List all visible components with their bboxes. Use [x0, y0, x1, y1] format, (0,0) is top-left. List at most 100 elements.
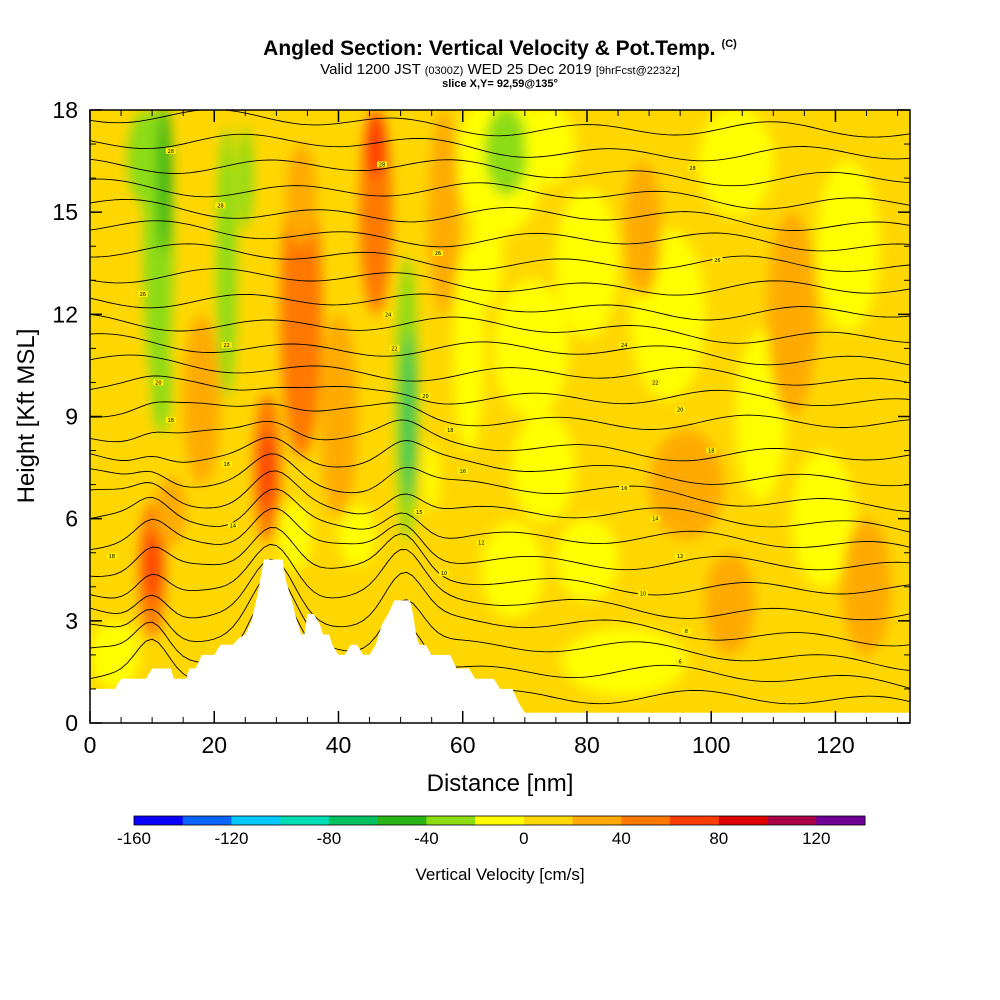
isentrope-label-30: 6	[679, 660, 682, 666]
isentrope-label-6: 22	[223, 343, 229, 349]
x-tick-label-4: 80	[574, 732, 600, 758]
isentrope-label-bg-29	[681, 628, 692, 635]
isentrope-18	[90, 268, 910, 296]
isentrope-label-29: 8	[685, 629, 688, 635]
isentrope-22	[90, 178, 910, 210]
isentrope-5	[90, 527, 910, 596]
velocity-cell-13	[278, 501, 312, 570]
isentrope-label-bg-4	[165, 147, 176, 154]
isentrope-label-bg-2	[153, 379, 164, 386]
colorbar-tick-label-2: -80	[317, 829, 342, 848]
colorbar-swatch-3	[280, 816, 330, 825]
subtitle-utc: (0300Z)	[424, 65, 464, 77]
colorbar-tick-label-4: 0	[519, 829, 528, 848]
isentrope-7	[90, 488, 910, 549]
isentrope-12	[90, 401, 910, 430]
chart-title: Angled Section: Vertical Velocity & Pot.…	[0, 37, 1000, 61]
isentrope-10	[90, 436, 910, 487]
isentrope-label-20: 26	[714, 258, 720, 264]
isentrope-11	[90, 419, 910, 462]
colorbar-tick-label-0: -160	[117, 829, 151, 848]
isentrope-label-1: 18	[168, 418, 174, 424]
colorbar-swatch-0	[134, 816, 184, 825]
x-tick-label-1: 20	[201, 732, 227, 758]
isentrope-4	[90, 543, 910, 621]
velocity-cell-22	[524, 110, 575, 185]
velocity-cell-3	[157, 110, 172, 254]
isentrope-label-14: 18	[447, 428, 453, 434]
isentrope-13	[90, 375, 910, 407]
isentrope-20	[90, 220, 910, 252]
isentrope-15	[90, 333, 910, 366]
vertical-velocity-field	[90, 110, 892, 696]
colorbar-swatch-2	[231, 816, 281, 825]
colorbar-tick-label-1: -120	[214, 829, 248, 848]
subtitle-valid: Valid 1200 JST	[320, 61, 421, 78]
isentrope-label-5: 28	[217, 203, 223, 209]
isentrope-label-bg-0	[106, 553, 117, 560]
isentrope-label-bg-24	[706, 447, 717, 454]
velocity-cell-40	[705, 552, 755, 655]
x-tick-label-0: 0	[84, 732, 97, 758]
velocity-cell-18	[424, 443, 440, 512]
isentrope-label-2: 20	[155, 380, 161, 386]
colorbar-tick-label-3: -40	[414, 829, 439, 848]
plot-area: 18 18 20 26 28 28 22 18 14 28 26 24 22 20 18 16 15 12 10 28…	[90, 110, 910, 723]
isentrope-label-17: 12	[478, 541, 484, 547]
x-tick-label-6: 120	[816, 732, 854, 758]
velocity-cell-4	[216, 127, 237, 400]
colorbar-swatch-6	[426, 816, 476, 825]
isentrope-label-bg-8	[227, 522, 238, 529]
isentrope-label-bg-3	[137, 290, 148, 297]
colorbar-swatch-11	[670, 816, 720, 825]
isentrope-label-25: 16	[621, 486, 627, 492]
isentrope-label-bg-13	[420, 393, 431, 400]
colorbar-swatch-1	[182, 816, 232, 825]
isentrope-label-13: 20	[422, 394, 428, 400]
chart-title-text: Angled Section: Vertical Velocity & Pot.…	[263, 37, 716, 60]
axis-tick-labels: 0 20 40 60 80 100 120 0 3 6 9 12 15 18	[52, 97, 854, 758]
slice-info: slice X,Y= 92,59@135°	[442, 78, 558, 90]
isentrope-2	[90, 572, 910, 671]
velocity-cell-35	[338, 505, 376, 567]
velocity-cell-32	[791, 450, 855, 587]
chart-subtitle: Valid 1200 JST (0300Z) WED 25 Dec 2019 […	[0, 61, 1000, 78]
isentrope-label-bg-27	[675, 553, 686, 560]
isentrope-label-19: 28	[689, 166, 695, 172]
isentrope-label-bg-1	[165, 416, 176, 423]
colorbar-swatch-12	[718, 816, 769, 825]
isentrope-label-22: 22	[652, 380, 658, 386]
isentrope-label-bg-7	[221, 461, 232, 468]
chart-title-tag: (C)	[721, 38, 737, 50]
isentrope-19	[90, 243, 910, 272]
velocity-cell-11	[280, 171, 323, 458]
isentrope-label-bg-12	[389, 345, 400, 352]
isentrope-6	[90, 507, 910, 571]
isentrope-label-bg-18	[439, 570, 450, 577]
velocity-cell-20	[484, 110, 528, 196]
isentrope-label-bg-30	[675, 658, 686, 665]
axis-ticks	[89, 109, 910, 724]
colorbar-swatch-14	[816, 816, 866, 825]
colorbar-tick-label-7: 120	[802, 829, 830, 848]
isentrope-23	[90, 158, 910, 187]
velocity-cell-15	[365, 110, 386, 179]
isentrope-label-12: 22	[391, 346, 397, 352]
isentrope-17	[90, 293, 910, 321]
colorbar-swatch-13	[767, 816, 817, 825]
isentrope-label-bg-17	[476, 539, 487, 546]
y-axis-title: Height [Kft MSL]	[13, 329, 40, 504]
velocity-cell-38	[767, 212, 817, 417]
colorbar-swatch-4	[328, 816, 379, 825]
isentrope-label-8: 14	[230, 523, 236, 529]
isentrope-label-bg-9	[376, 161, 387, 168]
isentrope-label-24: 18	[708, 449, 714, 455]
isentrope-8	[90, 470, 910, 533]
isentrope-label-bg-23	[675, 406, 686, 413]
colorbar-tick-labels: -160 -120 -80 -40 0 40 80 120	[117, 829, 830, 848]
isentrope-9	[90, 453, 910, 513]
isentrope-label-9: 28	[379, 162, 385, 168]
isentrope-label-bg-25	[619, 485, 630, 492]
velocity-cell-34	[90, 620, 140, 689]
